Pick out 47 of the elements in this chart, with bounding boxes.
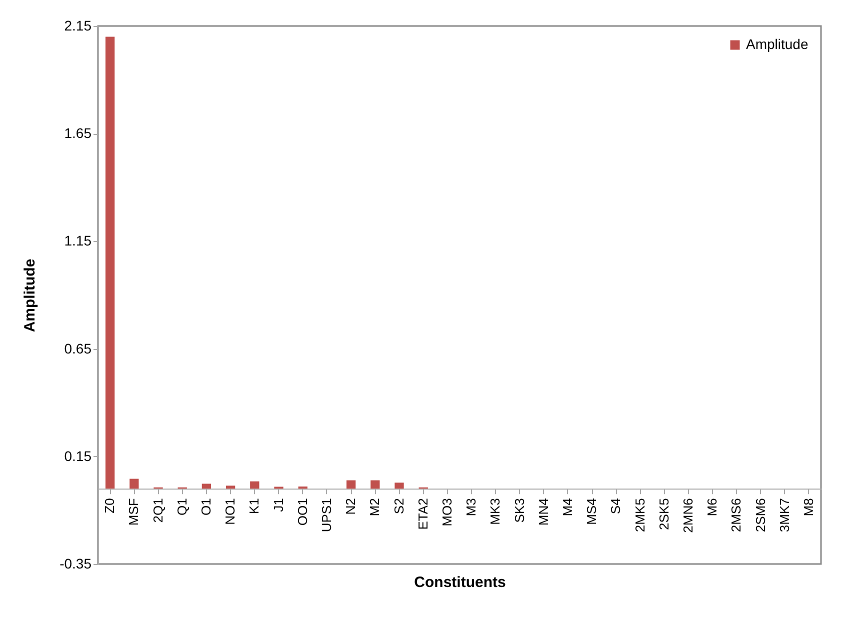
bar: [202, 484, 212, 489]
x-tick-label: M8: [800, 498, 816, 516]
y-tick-label: 0.15: [64, 448, 92, 464]
y-tick-label: 2.15: [64, 18, 92, 34]
bar: [226, 486, 236, 489]
x-tick-label: N2: [343, 498, 358, 515]
bar: [105, 36, 115, 489]
x-tick-label: M3: [464, 498, 479, 516]
x-tick-label: MK3: [488, 498, 503, 525]
x-tick-label: 2MS6: [728, 498, 744, 532]
x-tick-label: K1: [246, 498, 262, 514]
x-tick-label: O1: [198, 498, 214, 516]
x-tick-label: SK3: [512, 498, 527, 523]
bar: [394, 482, 404, 489]
x-tick-label: 2SK5: [656, 498, 672, 530]
bar: [250, 481, 260, 489]
x-tick-label: MS4: [584, 498, 600, 525]
y-axis-title: Amplitude: [22, 258, 39, 332]
y-tick-label: 1.65: [64, 125, 92, 142]
x-tick-label: S2: [391, 498, 406, 514]
x-tick-label: M6: [704, 498, 720, 516]
x-tick-label: OO1: [294, 498, 310, 526]
x-tick-label: M4: [560, 498, 575, 516]
x-tick-label: Z0: [102, 498, 118, 514]
x-tick-label: S4: [608, 498, 624, 514]
y-tick-label: 1.15: [64, 232, 92, 249]
x-tick-label: 2MN6: [680, 498, 696, 533]
bar: [370, 480, 380, 489]
x-tick-label: MSF: [126, 498, 142, 526]
x-tick-label: UPS1: [318, 498, 334, 532]
x-tick-label: 2Q1: [150, 498, 166, 523]
bar: [346, 480, 356, 489]
x-tick-label: 2MK5: [632, 498, 648, 532]
x-tick-label: J1: [270, 498, 286, 512]
y-tick-label: 0.65: [64, 340, 92, 356]
y-tick-label: -0.35: [60, 556, 92, 572]
x-tick-label: NO1: [222, 498, 238, 525]
x-axis-title: Constituents: [414, 574, 506, 591]
bar: [130, 478, 139, 489]
x-tick-label: M2: [367, 498, 382, 516]
x-tick-label: 3MK7: [776, 498, 792, 532]
x-tick-label: MN4: [536, 498, 551, 526]
x-tick-label: 2SM6: [752, 498, 768, 532]
legend-label: Amplitude: [746, 36, 808, 52]
x-tick-label: MO3: [439, 498, 454, 526]
x-tick-label: ETA2: [415, 498, 430, 530]
x-tick-label: Q1: [174, 498, 190, 516]
